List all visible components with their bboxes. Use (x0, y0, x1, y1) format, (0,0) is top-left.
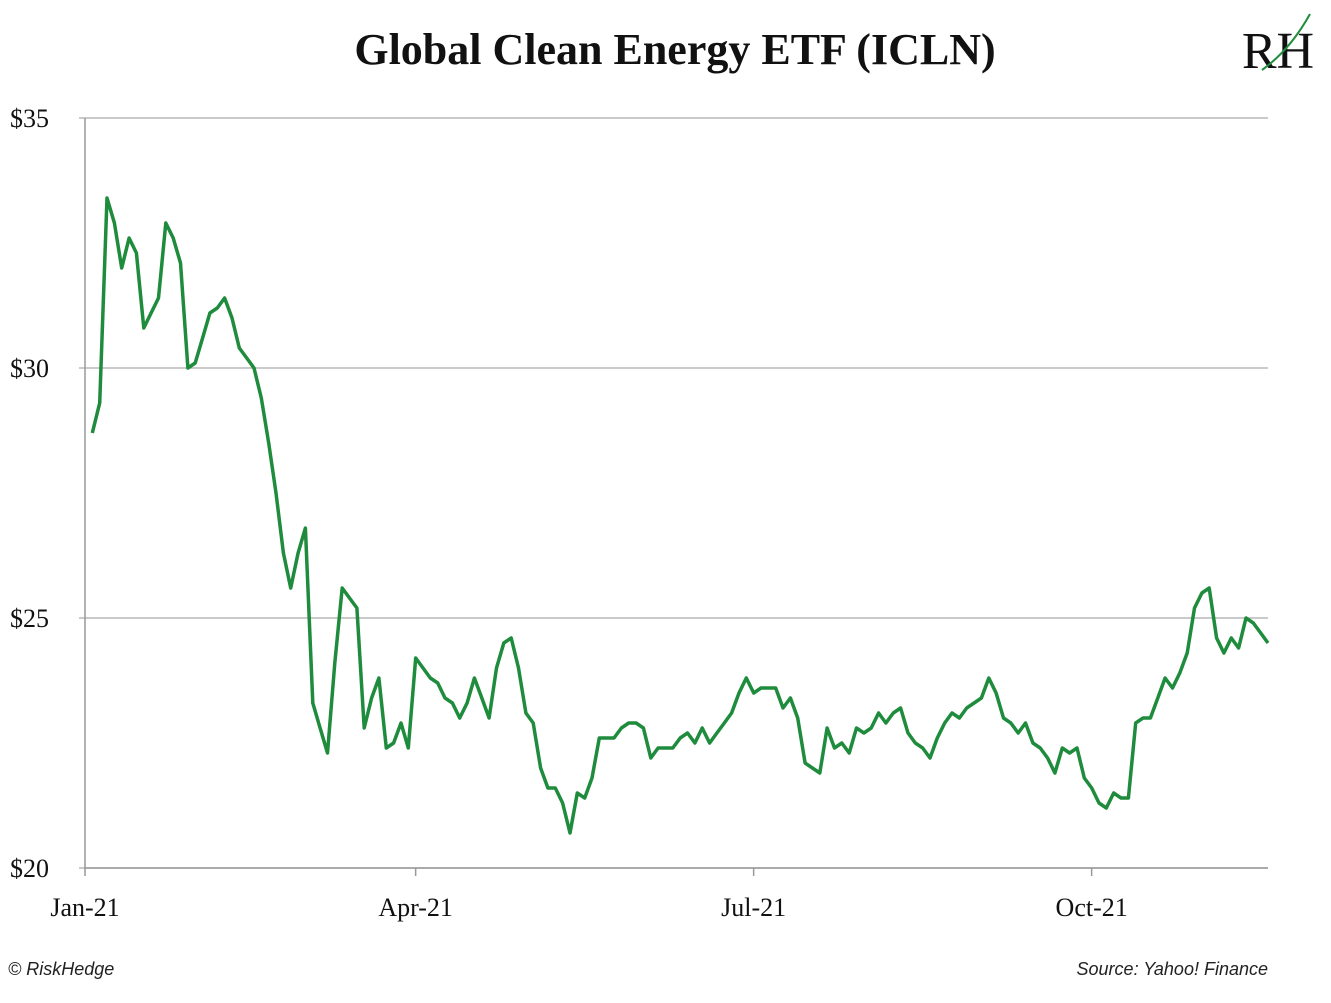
logo: RH (1242, 23, 1314, 80)
y-tick-label: $30 (10, 354, 49, 383)
x-tick-label: Jan-21 (50, 893, 119, 922)
source: Source: Yahoo! Finance (1077, 959, 1268, 979)
chart-title: Global Clean Energy ETF (ICLN) (354, 25, 995, 74)
x-tick-label: Jul-21 (721, 893, 786, 922)
logo-swoosh (1261, 13, 1311, 71)
y-tick-label: $25 (10, 604, 49, 633)
y-tick-label: $20 (10, 854, 49, 883)
x-tick-label: Apr-21 (378, 893, 453, 922)
x-tick-label: Oct-21 (1056, 893, 1128, 922)
y-tick-label: $35 (10, 104, 49, 133)
line-series (90, 196, 1270, 835)
credit: © RiskHedge (8, 959, 114, 979)
